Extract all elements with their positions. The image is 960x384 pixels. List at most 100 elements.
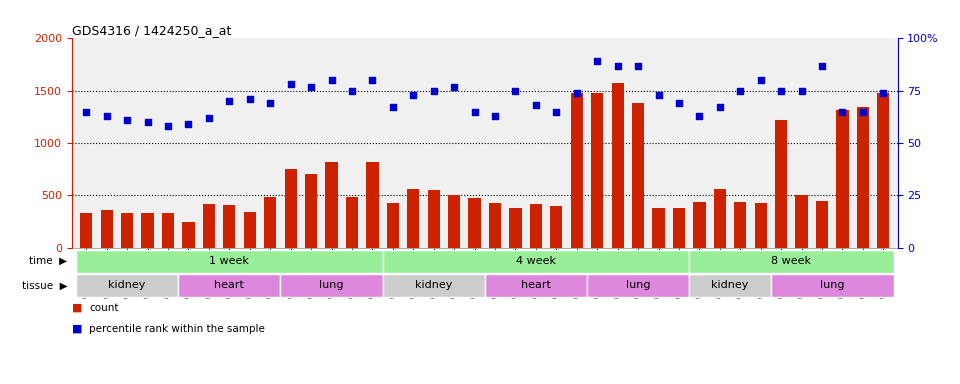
Point (528, 102, 543, 108)
Text: 4 week: 4 week (516, 256, 556, 266)
Point (140, 119, 156, 125)
Point (692, 113, 708, 119)
Point (365, 77, 380, 83)
Point (488, 113, 503, 119)
Bar (689, 274, 771, 297)
Bar (612, 83, 624, 248)
Bar (383, 274, 485, 297)
Bar (632, 103, 644, 248)
Point (774, 88, 789, 94)
Bar (816, 200, 828, 248)
Point (876, 90, 891, 96)
Point (446, 83, 462, 89)
Text: lung: lung (626, 280, 650, 290)
Point (262, 100, 277, 106)
Bar (179, 274, 280, 297)
Bar (485, 274, 587, 297)
Text: lung: lung (820, 280, 845, 290)
Bar (383, 250, 689, 273)
Point (222, 98, 237, 104)
Bar (280, 274, 383, 297)
Bar (162, 213, 174, 248)
Bar (427, 190, 440, 248)
Bar (284, 169, 297, 248)
Point (569, 90, 585, 96)
Text: ■: ■ (72, 303, 83, 313)
Text: count: count (89, 303, 119, 313)
Bar (76, 250, 383, 273)
Point (855, 109, 871, 115)
Point (794, 88, 809, 94)
Bar (407, 189, 420, 248)
Bar (76, 274, 179, 297)
Text: GDS4316 / 1424250_a_at: GDS4316 / 1424250_a_at (72, 24, 231, 37)
Bar (796, 195, 807, 248)
Bar (530, 204, 542, 248)
Bar (673, 208, 685, 248)
Bar (325, 162, 338, 248)
Bar (510, 208, 521, 248)
Text: ■: ■ (72, 324, 83, 334)
Point (202, 115, 217, 121)
Bar (81, 213, 92, 248)
Point (405, 92, 420, 98)
Bar (224, 205, 235, 248)
Point (242, 96, 257, 102)
Bar (550, 206, 563, 248)
Bar (305, 174, 317, 248)
Bar (836, 109, 849, 248)
Bar (713, 189, 726, 248)
Point (549, 109, 564, 115)
Bar (570, 93, 583, 248)
Bar (689, 250, 894, 273)
Point (651, 92, 666, 98)
Bar (346, 197, 358, 248)
Bar (587, 274, 689, 297)
Text: heart: heart (521, 280, 551, 290)
Text: lung: lung (320, 280, 344, 290)
Bar (734, 202, 746, 248)
Point (385, 104, 400, 111)
Point (589, 58, 605, 65)
Point (283, 81, 299, 88)
Point (814, 63, 829, 69)
Point (160, 123, 176, 129)
Bar (771, 274, 894, 297)
Bar (775, 120, 787, 248)
Text: kidney: kidney (108, 280, 146, 290)
Text: percentile rank within the sample: percentile rank within the sample (89, 324, 265, 334)
Bar (653, 208, 664, 248)
Point (345, 88, 360, 94)
Bar (264, 197, 276, 248)
Point (324, 77, 339, 83)
Bar (448, 195, 460, 248)
Point (119, 117, 134, 123)
Text: tissue  ▶: tissue ▶ (21, 280, 67, 290)
Point (671, 100, 686, 106)
Point (99, 113, 114, 119)
Text: kidney: kidney (711, 280, 749, 290)
Bar (877, 93, 889, 248)
Bar (101, 210, 113, 248)
Point (753, 77, 768, 83)
Bar (244, 212, 256, 248)
Bar (468, 198, 481, 248)
Bar (693, 202, 706, 248)
Bar (367, 162, 378, 248)
Bar (856, 108, 869, 248)
Bar (141, 213, 154, 248)
Point (467, 109, 482, 115)
Bar (387, 203, 399, 248)
Point (732, 88, 748, 94)
Point (303, 83, 319, 89)
Bar (121, 213, 133, 248)
Point (426, 88, 442, 94)
Bar (755, 203, 767, 248)
Bar (203, 204, 215, 248)
Text: kidney: kidney (415, 280, 452, 290)
Point (180, 121, 196, 127)
Point (508, 88, 523, 94)
Point (835, 109, 851, 115)
Text: 8 week: 8 week (771, 256, 811, 266)
Point (79, 109, 94, 115)
